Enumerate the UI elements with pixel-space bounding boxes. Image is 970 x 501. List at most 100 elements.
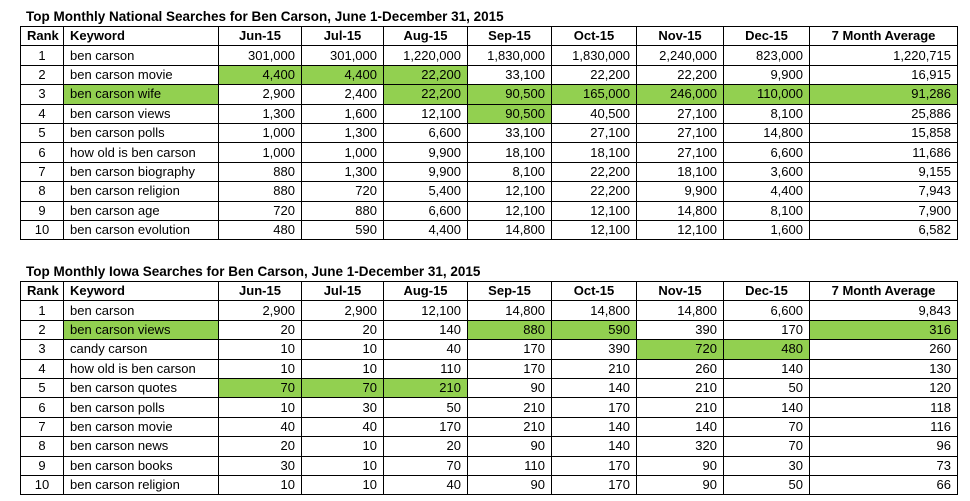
value-cell: 140 [551,436,637,457]
table-row: 9 ben carson books 30 10 70 110 170 90 30 73 [20,455,958,476]
value-cell: 720 [636,339,724,360]
column-header: Aug-15 [383,25,468,47]
column-header: Jun-15 [218,25,302,47]
value-cell: 16,915 [809,64,958,86]
value-cell: 22,200 [551,181,637,202]
value-cell: 9,900 [383,142,468,163]
value-cell: 40 [383,474,468,496]
column-header: Oct-15 [551,25,637,47]
column-header: 7 Month Average [809,280,958,302]
column-header: Rank [20,280,64,302]
rank-cell: 3 [20,84,64,105]
value-cell: 260 [809,339,958,360]
value-cell: 27,100 [636,103,724,124]
value-cell: 7,943 [809,181,958,202]
value-cell: 6,600 [723,300,810,321]
value-cell: 210 [383,377,468,399]
rank-cell: 1 [20,300,64,321]
value-cell: 6,600 [723,142,810,163]
value-cell: 70 [723,436,810,457]
value-cell: 1,830,000 [551,45,637,66]
keyword-cell: ben carson movie [63,416,219,438]
value-cell: 4,400 [218,64,302,86]
value-cell: 165,000 [551,84,637,105]
keyword-cell: ben carson biography [63,161,219,183]
rank-cell: 2 [20,64,64,86]
keyword-cell: ben carson quotes [63,377,219,399]
value-cell: 1,300 [218,103,302,124]
value-cell: 110,000 [723,84,810,105]
value-cell: 2,900 [218,84,302,105]
value-cell: 22,200 [636,64,724,86]
value-cell: 720 [301,181,384,202]
value-cell: 6,582 [809,219,958,241]
value-cell: 880 [467,319,552,341]
value-cell: 12,100 [551,200,637,221]
table-row: 1 ben carson 2,900 2,900 12,100 14,800 14,800 1… [20,300,958,321]
value-cell: 91,286 [809,84,958,105]
value-cell: 210 [467,397,552,418]
value-cell: 33,100 [467,64,552,86]
value-cell: 27,100 [636,122,724,144]
value-cell: 720 [218,200,302,221]
value-cell: 70 [383,455,468,476]
keyword-cell: ben carson religion [63,474,219,496]
table-row: 4 ben carson views 1,300 1,600 12,100 90,500 4… [20,103,958,124]
value-cell: 140 [383,319,468,341]
value-cell: 210 [636,377,724,399]
keyword-cell: ben carson evolution [63,219,219,241]
value-cell: 170 [723,319,810,341]
value-cell: 116 [809,416,958,438]
value-cell: 70 [301,377,384,399]
value-cell: 301,000 [301,45,384,66]
rank-cell: 1 [20,45,64,66]
value-cell: 2,900 [218,300,302,321]
value-cell: 210 [636,397,724,418]
keyword-cell: ben carson religion [63,181,219,202]
value-cell: 10 [218,474,302,496]
rank-cell: 8 [20,181,64,202]
column-header: Sep-15 [467,25,552,47]
value-cell: 25,886 [809,103,958,124]
value-cell: 246,000 [636,84,724,105]
rank-cell: 4 [20,103,64,124]
table-row: 2 ben carson views 20 20 140 880 590 390 170 316 [20,319,958,341]
value-cell: 1,000 [301,142,384,163]
value-cell: 8,100 [723,103,810,124]
value-cell: 2,400 [301,84,384,105]
rank-cell: 10 [20,474,64,496]
value-cell: 880 [301,200,384,221]
table-row: 9 ben carson age 720 880 6,600 12,100 12,100 14… [20,200,958,221]
value-cell: 590 [551,319,637,341]
table-row: 3 candy carson 10 10 40 170 390 720 480 260 [20,339,958,360]
value-cell: 3,600 [723,161,810,183]
value-cell: 40 [301,416,384,438]
rank-cell: 8 [20,436,64,457]
value-cell: 170 [383,416,468,438]
value-cell: 4,400 [383,219,468,241]
keyword-cell: ben carson news [63,436,219,457]
value-cell: 301,000 [218,45,302,66]
value-cell: 140 [636,416,724,438]
column-header: Nov-15 [636,280,724,302]
value-cell: 9,900 [723,64,810,86]
value-cell: 10 [301,436,384,457]
value-cell: 1,220,715 [809,45,958,66]
value-cell: 140 [723,397,810,418]
value-cell: 10 [301,474,384,496]
keyword-cell: ben carson polls [63,122,219,144]
column-header: Nov-15 [636,25,724,47]
value-cell: 20 [301,319,384,341]
keyword-cell: ben carson polls [63,397,219,418]
value-cell: 30 [301,397,384,418]
value-cell: 5,400 [383,181,468,202]
value-cell: 9,843 [809,300,958,321]
value-cell: 22,200 [383,64,468,86]
rank-cell: 4 [20,358,64,379]
keyword-cell: ben carson wife [63,84,219,105]
value-cell: 12,100 [467,181,552,202]
value-cell: 70 [723,416,810,438]
value-cell: 480 [723,339,810,360]
value-cell: 210 [467,416,552,438]
value-cell: 4,400 [301,64,384,86]
